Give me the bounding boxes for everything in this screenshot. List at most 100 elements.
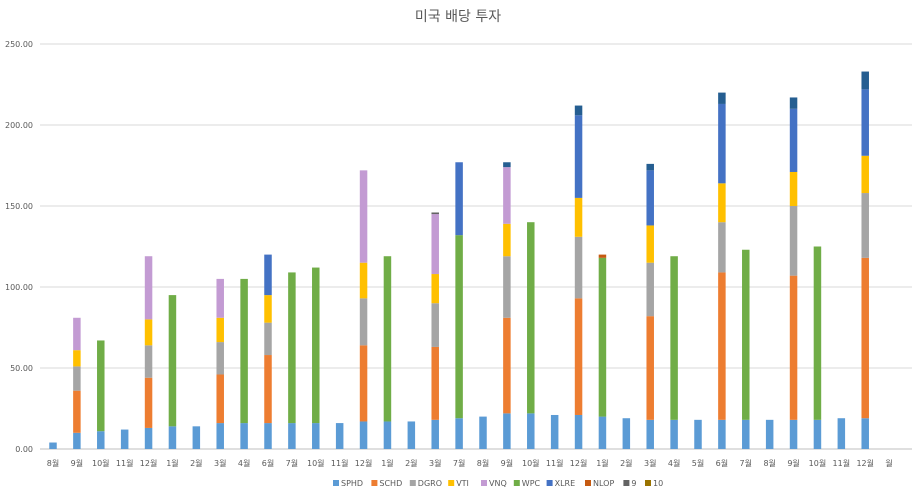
x-tick-label: 8월 bbox=[477, 458, 489, 468]
bar-segment bbox=[789, 419, 798, 449]
bar-segment bbox=[431, 212, 439, 215]
bar-segment bbox=[670, 256, 678, 420]
bar-segment bbox=[264, 295, 272, 323]
bar-segment bbox=[120, 429, 129, 449]
x-tick-label: 10월 bbox=[522, 458, 540, 468]
bar-segment bbox=[407, 421, 416, 449]
bar-segment bbox=[455, 162, 463, 236]
bar-segment bbox=[861, 71, 869, 90]
bars bbox=[49, 71, 869, 449]
bar-segment bbox=[264, 322, 272, 356]
bar-segment bbox=[646, 163, 654, 171]
bar-segment bbox=[718, 92, 726, 104]
bar-segment bbox=[168, 295, 177, 427]
bar-segment bbox=[646, 262, 654, 317]
x-tick-label: 2월 bbox=[190, 458, 202, 468]
legend-swatch bbox=[481, 480, 487, 486]
bar-segment bbox=[742, 419, 750, 449]
x-tick-label: 2월 bbox=[620, 458, 632, 468]
bar-segment bbox=[670, 419, 678, 449]
bar-segment bbox=[144, 256, 153, 320]
legend-label: DGRO bbox=[418, 479, 442, 488]
bar-segment bbox=[789, 108, 798, 172]
bar-segment bbox=[335, 423, 344, 449]
legend-swatch bbox=[623, 480, 630, 486]
bar-segment bbox=[503, 162, 511, 168]
bar-segment bbox=[73, 390, 81, 433]
x-tick-label: 9월 bbox=[787, 458, 799, 468]
bar-segment bbox=[861, 193, 869, 258]
x-tick-label: 11월 bbox=[833, 458, 851, 468]
bar-segment bbox=[718, 222, 726, 273]
bar-segment bbox=[288, 423, 296, 449]
bar-segment bbox=[359, 262, 368, 299]
bar-segment bbox=[240, 278, 248, 424]
bar-segment bbox=[718, 103, 726, 184]
bar-segment bbox=[312, 267, 320, 424]
bar-segment bbox=[574, 414, 583, 449]
bar-segment bbox=[216, 342, 224, 375]
bar-segment bbox=[73, 432, 81, 449]
y-axis-ticks: 0.00 50.00 100.00 150.00 200.00 250.00 bbox=[5, 40, 33, 454]
bar-segment bbox=[431, 274, 439, 304]
bar-segment bbox=[144, 427, 153, 449]
bar-segment bbox=[431, 346, 439, 420]
bar-segment bbox=[431, 214, 439, 275]
x-tick-label: 9월 bbox=[71, 458, 83, 468]
bar-segment bbox=[789, 206, 798, 276]
y-tick-label: 0.00 bbox=[15, 445, 33, 454]
legend: SPHD SCHD DGRO VTI VNQ WPC XLRE NLOP 9 10 bbox=[333, 479, 663, 488]
x-tick-label: 12월 bbox=[856, 458, 874, 468]
bar-segment bbox=[598, 416, 607, 449]
bar-segment bbox=[288, 272, 296, 424]
bar-segment bbox=[359, 345, 368, 422]
bar-segment bbox=[216, 278, 224, 318]
legend-swatch bbox=[371, 480, 378, 486]
bar-segment bbox=[789, 171, 798, 206]
bar-segment bbox=[97, 431, 105, 449]
y-tick-label: 100.00 bbox=[5, 283, 33, 292]
x-tick-label: 3월 bbox=[214, 458, 226, 468]
bar-segment bbox=[455, 235, 463, 419]
legend-swatch bbox=[645, 480, 651, 486]
bar-segment bbox=[550, 414, 559, 449]
y-tick-label: 250.00 bbox=[5, 40, 33, 49]
legend-swatch bbox=[513, 480, 520, 486]
bar-segment bbox=[503, 223, 511, 257]
bar-segment bbox=[646, 170, 654, 226]
bar-segment bbox=[168, 426, 177, 449]
bar-segment bbox=[216, 423, 224, 449]
bar-segment bbox=[264, 355, 272, 424]
x-tick-label: 9월 bbox=[501, 458, 513, 468]
x-tick-label: 4월 bbox=[238, 458, 250, 468]
bar-segment bbox=[861, 418, 869, 449]
x-tick-label: 10월 bbox=[307, 458, 325, 468]
legend-swatch bbox=[448, 480, 455, 486]
bar-segment bbox=[264, 254, 272, 296]
bar-segment bbox=[240, 423, 248, 449]
x-tick-label: 10월 bbox=[809, 458, 827, 468]
bar-segment bbox=[718, 272, 726, 420]
bar-segment bbox=[192, 426, 201, 449]
bar-segment bbox=[73, 350, 81, 367]
x-tick-label: 6월 bbox=[716, 458, 728, 468]
bar-segment bbox=[97, 340, 105, 432]
x-tick-label: 3월 bbox=[644, 458, 656, 468]
bar-segment bbox=[73, 366, 81, 391]
bar-segment bbox=[431, 303, 439, 347]
bar-segment bbox=[622, 418, 631, 449]
legend-swatch bbox=[409, 480, 416, 486]
x-tick-label: 3월 bbox=[429, 458, 441, 468]
x-tick-label: 1월 bbox=[166, 458, 178, 468]
legend-label: 10 bbox=[653, 479, 663, 488]
y-tick-label: 150.00 bbox=[5, 202, 33, 211]
bar-segment bbox=[574, 197, 583, 237]
legend-swatch bbox=[585, 480, 591, 486]
bar-segment bbox=[479, 416, 487, 449]
bar-segment bbox=[49, 442, 57, 449]
bar-segment bbox=[694, 419, 702, 449]
x-tick-label: 7월 bbox=[286, 458, 298, 468]
bar-segment bbox=[359, 170, 368, 263]
bar-segment bbox=[646, 225, 654, 263]
